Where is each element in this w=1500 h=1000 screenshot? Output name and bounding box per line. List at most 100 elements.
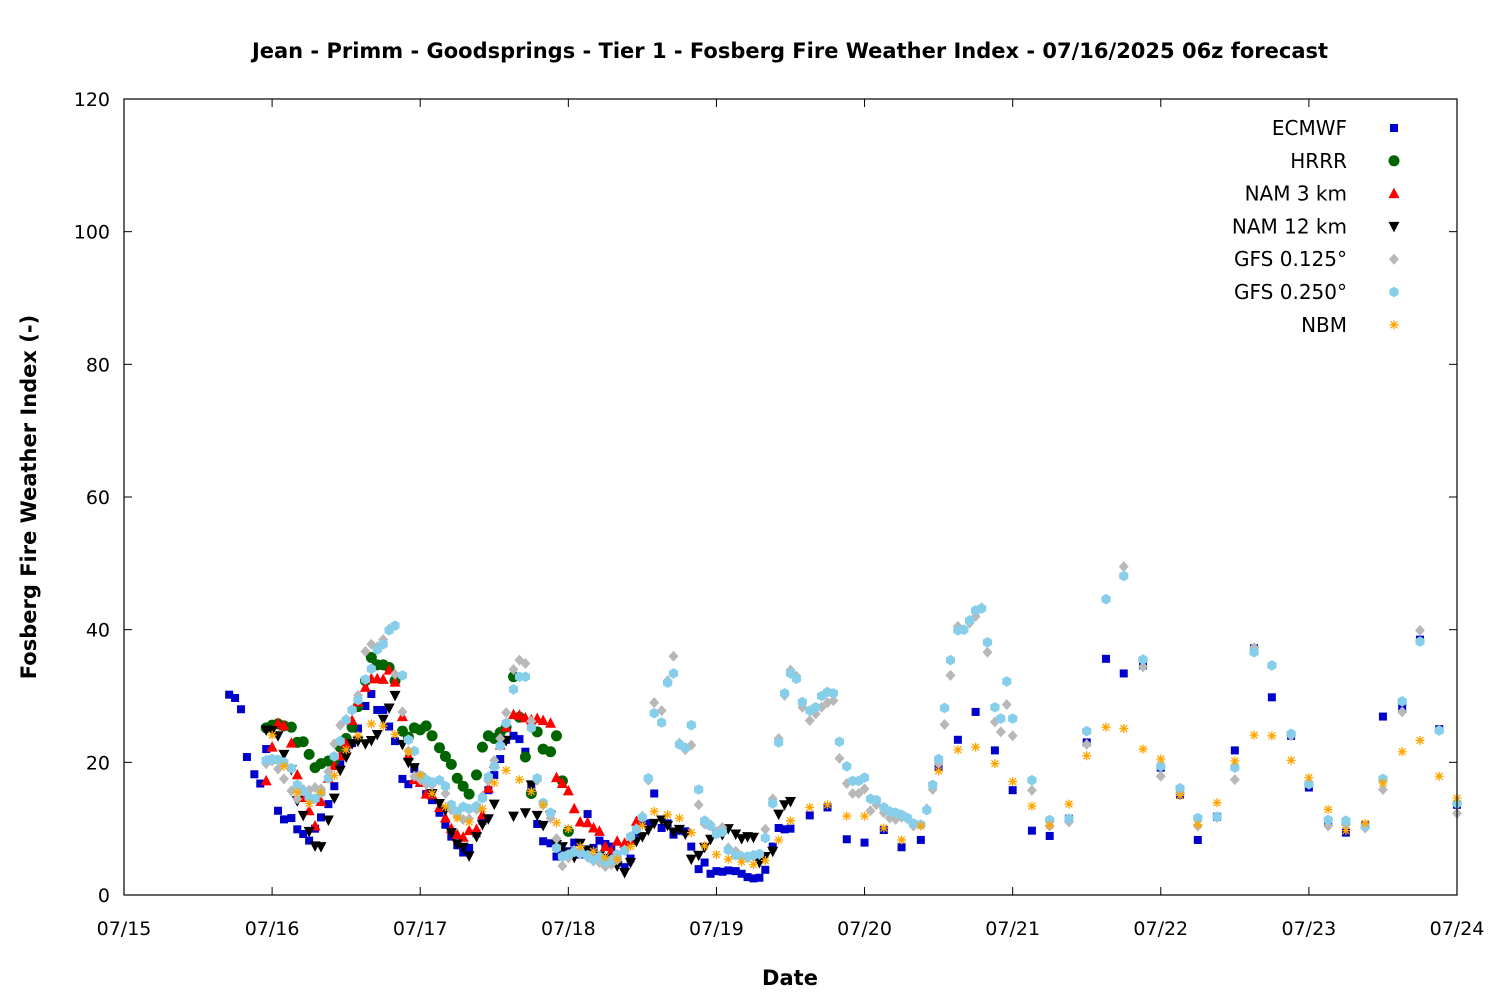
data-point [786, 816, 795, 826]
data-point [420, 720, 432, 732]
data-point [398, 774, 407, 783]
data-point [551, 842, 562, 854]
data-point [706, 869, 715, 878]
data-point [385, 722, 394, 731]
data-point [365, 652, 377, 664]
series-gfs-0-250 [261, 570, 1462, 868]
data-point [279, 761, 289, 771]
data-point [556, 777, 568, 789]
data-point [575, 842, 585, 852]
data-point [488, 799, 500, 811]
data-point [626, 831, 636, 842]
data-point [743, 873, 752, 882]
data-point [723, 854, 733, 864]
data-point [262, 745, 271, 754]
data-point [550, 730, 562, 742]
data-point [501, 717, 511, 729]
data-point [570, 838, 579, 847]
data-point [471, 823, 483, 834]
data-point [533, 820, 542, 829]
data-point [649, 707, 659, 719]
data-point [1138, 744, 1148, 754]
data-point [1230, 756, 1240, 766]
data-point [515, 735, 524, 744]
data-point [686, 719, 696, 731]
data-point [552, 852, 561, 861]
data-point [760, 823, 771, 835]
data-point [649, 697, 660, 709]
data-point [404, 780, 413, 789]
data-point [785, 796, 796, 808]
data-point [390, 729, 400, 739]
data-point [774, 824, 783, 833]
data-point [231, 693, 240, 702]
data-point [508, 811, 520, 823]
data-point [657, 824, 666, 833]
x-tick-label: 07/15 [97, 918, 152, 940]
data-point [897, 835, 907, 845]
data-point [237, 705, 246, 714]
data-point [711, 850, 721, 860]
data-point [694, 865, 703, 874]
y-tick-label: 60 [86, 487, 110, 509]
data-point [379, 705, 388, 714]
data-point [736, 834, 748, 845]
data-point [908, 818, 918, 829]
data-point [359, 739, 371, 750]
data-point [583, 810, 592, 819]
x-axis-label: Date [762, 966, 818, 990]
data-point [427, 776, 437, 788]
data-point [378, 639, 388, 650]
data-point [1118, 561, 1129, 573]
data-point [366, 719, 376, 729]
data-point [464, 803, 474, 815]
data-point [391, 737, 400, 746]
data-point [397, 670, 407, 681]
data-point [361, 701, 370, 710]
data-point [786, 824, 795, 833]
data-point [501, 707, 512, 719]
data-point [334, 765, 346, 777]
data-point [373, 705, 382, 714]
data-point [953, 735, 962, 744]
data-point [434, 774, 445, 786]
data-point [463, 851, 475, 862]
data-point [1397, 706, 1408, 718]
data-point [465, 843, 474, 852]
data-point [1229, 774, 1240, 786]
data-point [723, 844, 733, 856]
data-point [278, 749, 290, 761]
data-point [329, 771, 339, 781]
data-point [286, 763, 296, 774]
data-point [545, 746, 557, 758]
data-point [797, 696, 807, 708]
data-point [945, 654, 955, 666]
data-point [440, 788, 451, 800]
data-point [737, 857, 747, 867]
data-point [1323, 814, 1333, 826]
data-point [1155, 770, 1166, 782]
data-point [945, 669, 956, 681]
data-point [1378, 712, 1387, 721]
data-point [316, 813, 325, 822]
data-point [1008, 713, 1018, 724]
data-point [452, 813, 462, 823]
data-point [834, 752, 845, 764]
data-point [378, 721, 388, 731]
legend-label: HRRR [1290, 149, 1347, 173]
data-point [1434, 771, 1444, 781]
legend-marker [1388, 187, 1400, 199]
data-point [440, 780, 450, 792]
data-point [1304, 778, 1314, 790]
data-point [551, 833, 562, 845]
data-point [1026, 784, 1037, 796]
data-point [545, 717, 557, 728]
data-point [773, 809, 785, 821]
data-point [767, 846, 779, 858]
data-point [304, 798, 314, 808]
data-point [599, 840, 611, 852]
legend-label: GFS 0.125° [1234, 247, 1347, 271]
data-point [316, 787, 326, 797]
data-point [595, 836, 604, 845]
data-point [346, 739, 358, 750]
